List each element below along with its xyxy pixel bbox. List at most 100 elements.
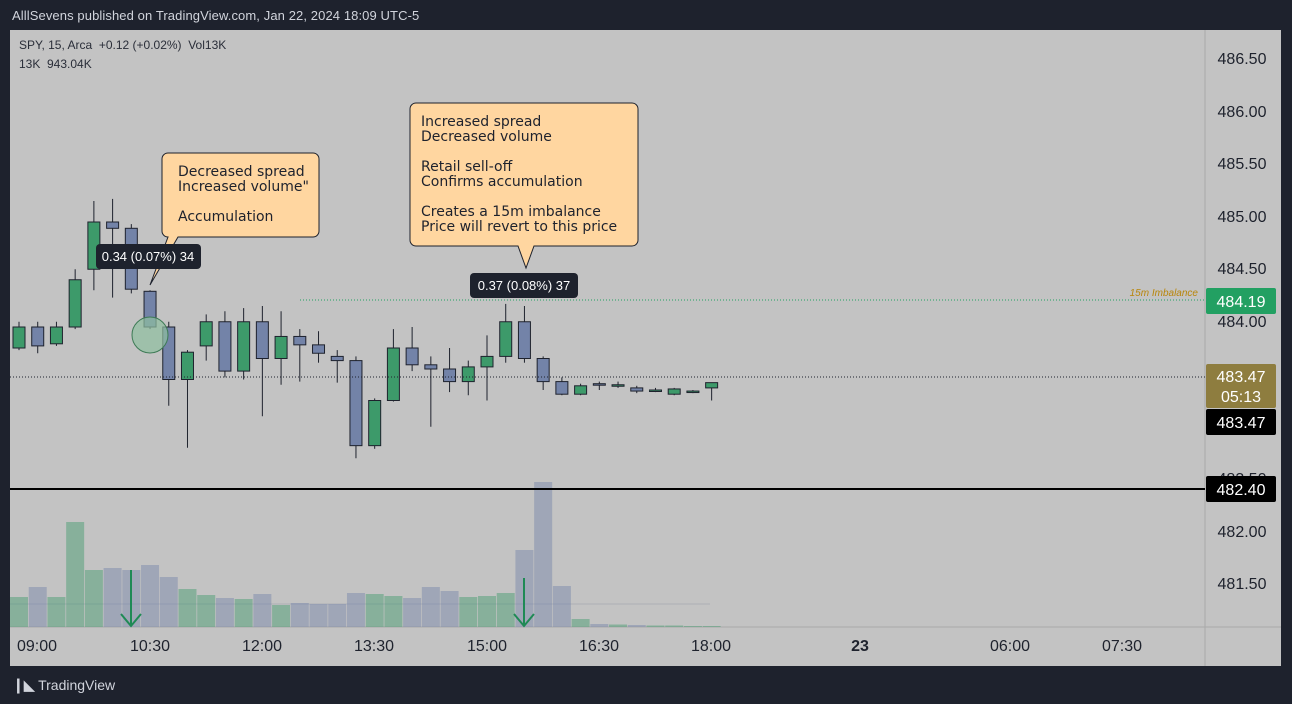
chart-panel[interactable]: 15m Imbalance 486.50 486.00 485.50 485.0… [10,30,1281,666]
candle [293,329,307,382]
legend-volume-ma: 943.04K [47,57,92,71]
x-tick-day: 23 [851,638,869,655]
volume-bar [103,568,122,627]
x-tick: 15:00 [467,638,507,655]
candle [574,383,588,396]
x-tick: 12:00 [242,638,282,655]
candle [443,348,457,393]
accumulation-circle[interactable] [131,316,169,354]
volume-bar [346,593,365,627]
y-tick: 482.00 [1218,524,1267,541]
candle [368,398,382,449]
callout-line: Increased volume" [178,179,309,195]
candle [555,377,569,396]
svg-text:484.19: 484.19 [1217,294,1266,311]
volume-bar [627,625,646,627]
volume-bar [272,605,291,627]
callout-line: Decreased volume [421,129,552,145]
volume-bar [702,626,721,627]
x-tick: 16:30 [579,638,619,655]
price-axis[interactable]: 486.50 486.00 485.50 485.00 484.50 484.0… [1218,51,1267,593]
y-tick: 486.50 [1218,51,1267,68]
candle [386,329,400,402]
volume-bar [403,598,422,627]
y-tick: 484.50 [1218,261,1267,278]
candle [255,306,269,417]
last-price-value: 483.47 [1217,369,1266,386]
volume-bar [28,587,47,627]
volume-bar [478,596,496,627]
legend-symbol-line: SPY, 15, Arca +0.12 (+0.02%) Vol13K [19,38,226,52]
prev-close-price-box: 483.47 [1206,409,1276,435]
y-tick: 485.00 [1218,209,1267,226]
volume-bar [646,625,665,627]
candle [686,390,700,394]
candle [461,360,475,396]
x-tick: 06:00 [990,638,1030,655]
x-tick: 09:00 [17,638,57,655]
candle [31,321,45,354]
svg-text:0.34 (0.07%) 34: 0.34 (0.07%) 34 [102,249,195,264]
volume-bar [571,619,590,627]
volume-bar [590,624,609,627]
tradingview-logo-icon: ❙◣ [12,677,35,694]
x-tick: 10:30 [130,638,170,655]
footer[interactable]: ❙◣ TradingView [12,676,115,694]
legend[interactable]: SPY, 15, Arca +0.12 (+0.02%) Vol13K 13K … [19,38,226,71]
measure-tooltip: 0.34 (0.07%) 34 [96,244,201,269]
candle [274,311,288,385]
callout-retail-selloff[interactable]: Increased spread Decreased volume Retail… [409,102,639,270]
volume-bar [47,597,66,627]
candlestick-chart[interactable]: 15m Imbalance 486.50 486.00 485.50 485.0… [10,30,1281,666]
callout-line: Confirms accumulation [421,174,583,190]
candle [12,321,26,351]
imbalance-label: 15m Imbalance [1130,288,1199,299]
candle [180,350,194,448]
candle [667,387,681,396]
volume-bar [309,604,328,627]
volume-bar [496,593,515,627]
volume-bars [10,482,721,627]
callout-line: Creates a 15m imbalance [421,204,601,220]
callout-line: Increased spread [421,114,541,130]
imbalance-price-box: 484.19 [1206,288,1276,314]
volume-bar [665,625,684,627]
volume-bar [365,594,384,627]
footer-brand: TradingView [38,677,116,693]
candle [218,311,232,378]
callout-line: Decreased spread [178,164,305,180]
y-tick: 486.00 [1218,104,1267,121]
candle [499,303,513,363]
volume-bar [10,597,28,627]
x-tick: 18:00 [691,638,731,655]
time-axis[interactable]: 09:00 10:30 12:00 13:30 15:00 16:30 18:0… [17,638,1142,655]
candle [648,387,662,393]
svg-text:482.40: 482.40 [1217,482,1266,499]
volume-bar [421,587,440,627]
volume-bar [66,522,85,627]
support-price-box: 482.40 [1206,476,1276,502]
volume-bar [141,565,160,627]
arrow-down-icon[interactable] [120,570,142,628]
candle [49,321,63,346]
svg-text:483.47: 483.47 [1217,415,1266,432]
callout-accumulation[interactable]: Decreased spread Increased volume" Accum… [149,152,320,286]
candle [68,269,82,330]
publisher-header: AlllSevens published on TradingView.com,… [12,8,420,23]
candle [592,381,606,390]
volume-bar [253,594,272,627]
callout-line: Price will revert to this price [421,219,617,235]
arrow-down-icon[interactable] [513,578,535,628]
volume-bar [84,570,103,627]
candle [705,382,719,401]
y-tick: 481.50 [1218,576,1267,593]
y-tick: 485.50 [1218,156,1267,173]
x-tick: 07:30 [1102,638,1142,655]
callout-line: Accumulation [178,209,273,225]
candle [424,356,438,427]
candle [630,385,644,394]
x-tick: 13:30 [354,638,394,655]
volume-bar [178,589,197,627]
volume-bar [234,599,253,627]
volume-bar [552,586,571,627]
